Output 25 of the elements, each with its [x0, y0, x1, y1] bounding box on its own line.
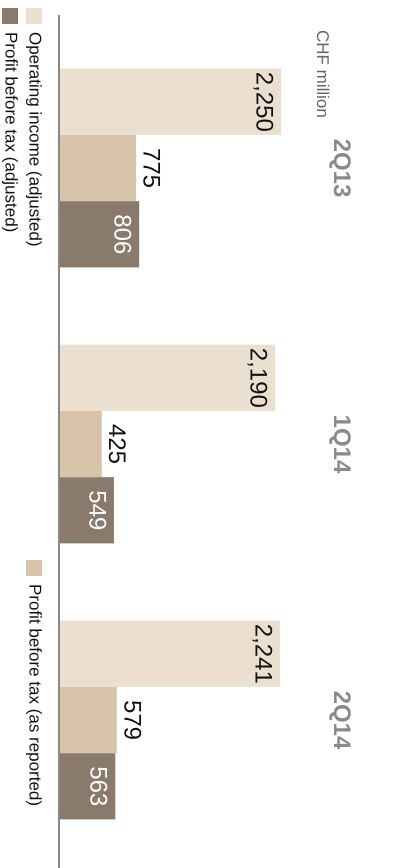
bar	[60, 344, 276, 411]
bar	[60, 68, 282, 135]
data-label: 2,190	[244, 348, 272, 408]
bar	[60, 410, 102, 478]
data-label: 2,250	[250, 72, 278, 132]
data-label: 563	[84, 766, 112, 806]
bar	[60, 620, 280, 687]
data-label: 775	[138, 148, 165, 188]
legend-label: Profit before tax (as reported)	[25, 584, 44, 806]
data-label: 549	[83, 490, 110, 530]
legend-label: Profit before tax (adjusted)	[1, 32, 20, 232]
data-label: 425	[103, 424, 130, 464]
data-label: 579	[118, 700, 146, 740]
y-tick-label: 1Q14	[328, 414, 355, 474]
bar	[60, 134, 136, 202]
y-tick-label: 2Q14	[328, 690, 355, 750]
text: CHF million	[313, 30, 332, 118]
bar	[60, 477, 114, 544]
bar	[60, 201, 140, 268]
data-label: 2,241	[250, 624, 277, 684]
bar	[60, 686, 117, 754]
legend-label: Operating income (adjusted)	[25, 32, 44, 247]
bar	[60, 753, 116, 820]
data-label: 806	[108, 214, 136, 254]
y-tick-label: 2Q13	[328, 138, 355, 198]
